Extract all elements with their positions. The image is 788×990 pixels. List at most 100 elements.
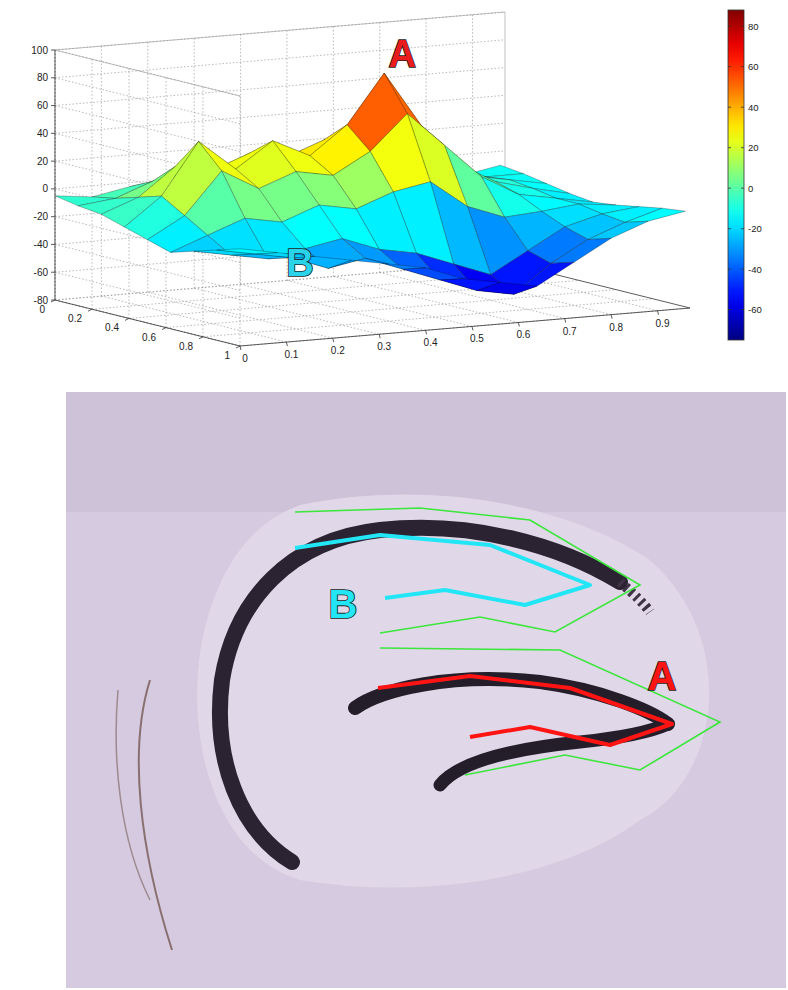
tick-label: -40	[748, 264, 762, 275]
tick-label: 20	[748, 142, 759, 153]
figure: -80-60-40-2002040608010000.20.40.60.8100…	[0, 0, 788, 990]
surface-cell	[551, 238, 611, 263]
tick	[51, 272, 55, 273]
tick	[741, 147, 744, 148]
cortex	[66, 392, 786, 512]
tick	[125, 318, 129, 320]
grid-line	[333, 276, 518, 322]
tick-label: 40	[37, 128, 49, 139]
region-label: B	[329, 582, 358, 626]
tick-label: 0.4	[424, 337, 438, 348]
tick	[728, 309, 731, 310]
region-line	[378, 676, 672, 745]
outline	[380, 648, 720, 775]
grid-line	[55, 106, 240, 152]
tick-label: 0.5	[470, 333, 484, 344]
tick-label: 0.6	[142, 332, 156, 343]
grid-line	[55, 50, 240, 96]
tick-label: 20	[37, 156, 49, 167]
tick	[518, 322, 519, 326]
surface	[55, 73, 685, 294]
cell-layer	[220, 528, 620, 862]
tick-label: 0	[748, 183, 753, 194]
tick-label: 1	[224, 350, 230, 361]
tick	[472, 326, 473, 330]
tick	[611, 315, 612, 319]
tick	[51, 300, 55, 302]
axis-line	[55, 300, 240, 346]
tick-label: 0.2	[68, 313, 82, 324]
tissue-background	[66, 392, 786, 988]
axis-line	[55, 12, 505, 50]
vessel	[139, 680, 172, 950]
surface-cell	[440, 279, 500, 291]
tick	[728, 188, 731, 189]
grid-line	[55, 40, 505, 78]
tick-label: 0	[39, 304, 45, 315]
tick-label: 40	[748, 102, 759, 113]
grid	[55, 12, 690, 346]
axis-line	[240, 308, 690, 346]
grid-line	[55, 50, 56, 300]
grid-line	[194, 288, 379, 334]
surface-cell	[365, 258, 425, 269]
tick-label: 0.1	[284, 349, 298, 360]
tick-label: -40	[34, 239, 49, 250]
tick	[741, 309, 744, 310]
tick	[741, 269, 744, 270]
tick	[658, 311, 659, 315]
tick-label: 0.3	[377, 341, 391, 352]
tick-label: 0.7	[563, 326, 577, 337]
tick	[51, 161, 55, 162]
tick-label: 60	[37, 100, 49, 111]
tick	[379, 334, 380, 338]
tick	[51, 133, 55, 134]
region-label: A	[648, 654, 677, 698]
grid-line	[55, 272, 240, 318]
tick-label: 0.4	[105, 322, 119, 333]
tick	[51, 244, 55, 245]
grid-line	[203, 299, 653, 337]
tick	[88, 309, 92, 311]
outline	[295, 508, 640, 633]
tick-label: -60	[34, 267, 49, 278]
tick	[199, 337, 203, 339]
grid-line	[240, 308, 690, 346]
tick-label: 0.2	[331, 345, 345, 356]
tick-label: 0.6	[516, 329, 530, 340]
tick	[741, 107, 744, 108]
grid-line	[55, 68, 505, 106]
annotation: A	[388, 33, 415, 75]
grid-line	[101, 46, 102, 296]
tick-label: 0	[42, 183, 48, 194]
vessel	[116, 690, 150, 900]
grid-line	[241, 284, 426, 330]
tick-labels: -80-60-40-2002040608010000.20.40.60.8100…	[31, 45, 670, 365]
grid-line	[147, 42, 148, 292]
tick-label: 0.8	[609, 322, 623, 333]
grid-line	[55, 300, 240, 346]
tick-label: -20	[34, 211, 49, 222]
tick	[741, 188, 744, 189]
tick	[728, 26, 731, 27]
tick	[51, 188, 55, 189]
tick	[236, 346, 240, 348]
tick	[728, 228, 731, 229]
surface-cell	[625, 208, 685, 222]
surface-cell	[402, 268, 462, 280]
grid-line	[166, 290, 616, 328]
tick	[51, 105, 55, 106]
tick	[286, 342, 287, 346]
cell-layer	[620, 582, 650, 612]
annotation: B	[286, 242, 313, 284]
tick-label: 100	[31, 45, 48, 56]
tick-label: -60	[748, 304, 762, 315]
tick	[51, 50, 55, 51]
colorbar-scale	[728, 10, 744, 340]
grid-line	[55, 50, 56, 300]
tick	[162, 328, 166, 330]
tick	[728, 107, 731, 108]
tick	[51, 77, 55, 78]
grid-line	[92, 59, 93, 309]
axes-box	[55, 12, 690, 346]
